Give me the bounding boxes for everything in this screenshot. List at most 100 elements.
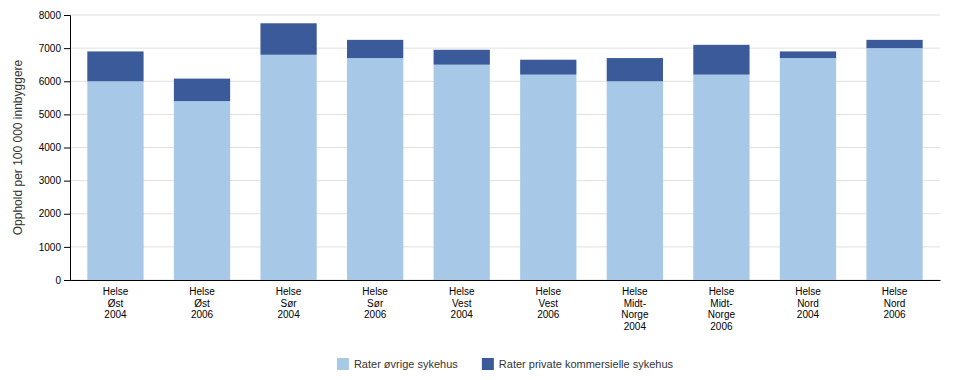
y-tick-label: 2000 xyxy=(39,208,62,219)
x-tick-label-line: Nord xyxy=(797,298,819,309)
bar xyxy=(174,101,230,280)
grid xyxy=(70,15,940,280)
x-tick-label: HelseVest2006 xyxy=(535,286,561,320)
x-tick-label-line: Helse xyxy=(882,286,908,297)
y-tick-label: 1000 xyxy=(39,242,62,253)
x-tick-label-line: 2004 xyxy=(797,309,820,320)
x-tick-label-line: Norge xyxy=(621,309,649,320)
x-tick-label: HelseNord2006 xyxy=(882,286,908,320)
x-tick-label-line: 2004 xyxy=(104,309,127,320)
x-tick-label-line: Sør xyxy=(281,298,298,309)
x-tick-label-line: Helse xyxy=(795,286,821,297)
y-tick-mark xyxy=(64,214,70,215)
x-tick-label: HelseMidt-Norge2006 xyxy=(708,286,736,332)
x-tick-label-line: Midt- xyxy=(710,298,732,309)
y-tick: 3000 xyxy=(39,175,70,186)
y-tick-label: 6000 xyxy=(39,76,62,87)
x-tick-label: HelseSør2004 xyxy=(276,286,302,320)
y-tick-mark xyxy=(64,15,70,16)
x-tick-label-line: Helse xyxy=(276,286,302,297)
y-tick: 2000 xyxy=(39,208,70,219)
bar xyxy=(434,65,490,280)
x-tick: HelseSør2006 xyxy=(362,286,388,320)
y-tick: 5000 xyxy=(39,109,70,120)
x-tick: HelseSør2004 xyxy=(276,286,302,320)
y-tick: 7000 xyxy=(39,43,70,54)
x-tick-label: HelseØst2004 xyxy=(103,286,129,320)
bar xyxy=(780,58,836,280)
legend: Rater øvrige sykehus Rater private kommer… xyxy=(337,358,674,370)
x-tick: HelseMidt-Norge2004 xyxy=(621,286,649,332)
bar xyxy=(347,40,403,58)
y-tick-mark xyxy=(64,181,70,182)
bar xyxy=(607,58,663,81)
bar xyxy=(347,58,403,280)
x-tick-label-line: 2004 xyxy=(277,309,300,320)
x-tick-label-line: 2006 xyxy=(537,309,560,320)
x-tick-label: HelseNord2004 xyxy=(795,286,821,320)
y-tick-mark xyxy=(64,81,70,82)
bar xyxy=(434,50,490,65)
x-tick: HelseVest2004 xyxy=(449,286,475,320)
bar xyxy=(87,81,143,280)
y-tick-label: 5000 xyxy=(39,109,62,120)
bar xyxy=(260,55,316,280)
y-tick-mark xyxy=(64,48,70,49)
y-tick-mark xyxy=(64,280,70,281)
bar xyxy=(693,45,749,75)
x-axis: HelseØst2004HelseØst2006HelseSør2004Hels… xyxy=(71,281,941,332)
bar xyxy=(260,23,316,54)
x-tick-label-line: Norge xyxy=(708,309,736,320)
y-tick-label: 4000 xyxy=(39,142,62,153)
x-tick-label: HelseMidt-Norge2004 xyxy=(621,286,649,332)
bar xyxy=(866,40,922,48)
bar xyxy=(693,75,749,280)
bar xyxy=(866,48,922,280)
y-tick-label: 8000 xyxy=(39,10,62,21)
x-tick-label-line: 2004 xyxy=(624,321,647,332)
x-tick-label-line: Helse xyxy=(189,286,215,297)
y-tick-label: 0 xyxy=(55,275,61,286)
x-tick: HelseØst2004 xyxy=(103,286,129,320)
y-tick: 8000 xyxy=(39,10,70,21)
bar xyxy=(520,75,576,280)
x-tick-label-line: 2006 xyxy=(191,309,214,320)
x-tick-label: HelseVest2004 xyxy=(449,286,475,320)
x-tick-label-line: Midt- xyxy=(624,298,646,309)
chart-container: 010002000300040005000600070008000HelseØs… xyxy=(0,0,960,380)
x-tick-label: HelseSør2006 xyxy=(362,286,388,320)
x-tick-label-line: Øst xyxy=(194,298,210,309)
x-tick-label-line: Helse xyxy=(449,286,475,297)
x-tick: HelseVest2006 xyxy=(535,286,561,320)
legend-label: Rater private kommersielle sykehus xyxy=(499,358,674,370)
y-axis: 0 1000 2000 3000 4000 5000 6000 7000 8000 xyxy=(39,10,71,286)
x-tick-label-line: 2004 xyxy=(451,309,474,320)
bar xyxy=(520,60,576,75)
y-tick-mark xyxy=(64,114,70,115)
bar-series xyxy=(87,23,922,101)
y-tick: 6000 xyxy=(39,76,70,87)
grid-line xyxy=(70,48,940,49)
bar xyxy=(780,51,836,58)
legend-label: Rater øvrige sykehus xyxy=(354,358,458,370)
x-tick-label-line: 2006 xyxy=(710,321,733,332)
x-tick: HelseØst2006 xyxy=(189,286,215,320)
x-tick-label-line: 2006 xyxy=(883,309,906,320)
x-tick-label-line: Helse xyxy=(622,286,648,297)
x-tick-label-line: Helse xyxy=(535,286,561,297)
x-tick-label-line: Sør xyxy=(367,298,384,309)
legend-swatch xyxy=(337,358,349,370)
x-tick: HelseNord2004 xyxy=(795,286,821,320)
y-tick: 0 xyxy=(55,275,70,286)
x-tick-label-line: 2006 xyxy=(364,309,387,320)
legend-item: Rater øvrige sykehus xyxy=(337,358,458,370)
x-tick-label-line: Vest xyxy=(539,298,559,309)
bar xyxy=(87,51,143,81)
legend-item: Rater private kommersielle sykehus xyxy=(482,358,674,370)
y-tick: 1000 xyxy=(39,242,70,253)
legend-swatch xyxy=(482,358,494,370)
y-tick-mark xyxy=(64,148,70,149)
y-tick-label: 7000 xyxy=(39,43,62,54)
chart-svg: 010002000300040005000600070008000HelseØs… xyxy=(0,0,960,380)
grid-line xyxy=(70,15,940,16)
